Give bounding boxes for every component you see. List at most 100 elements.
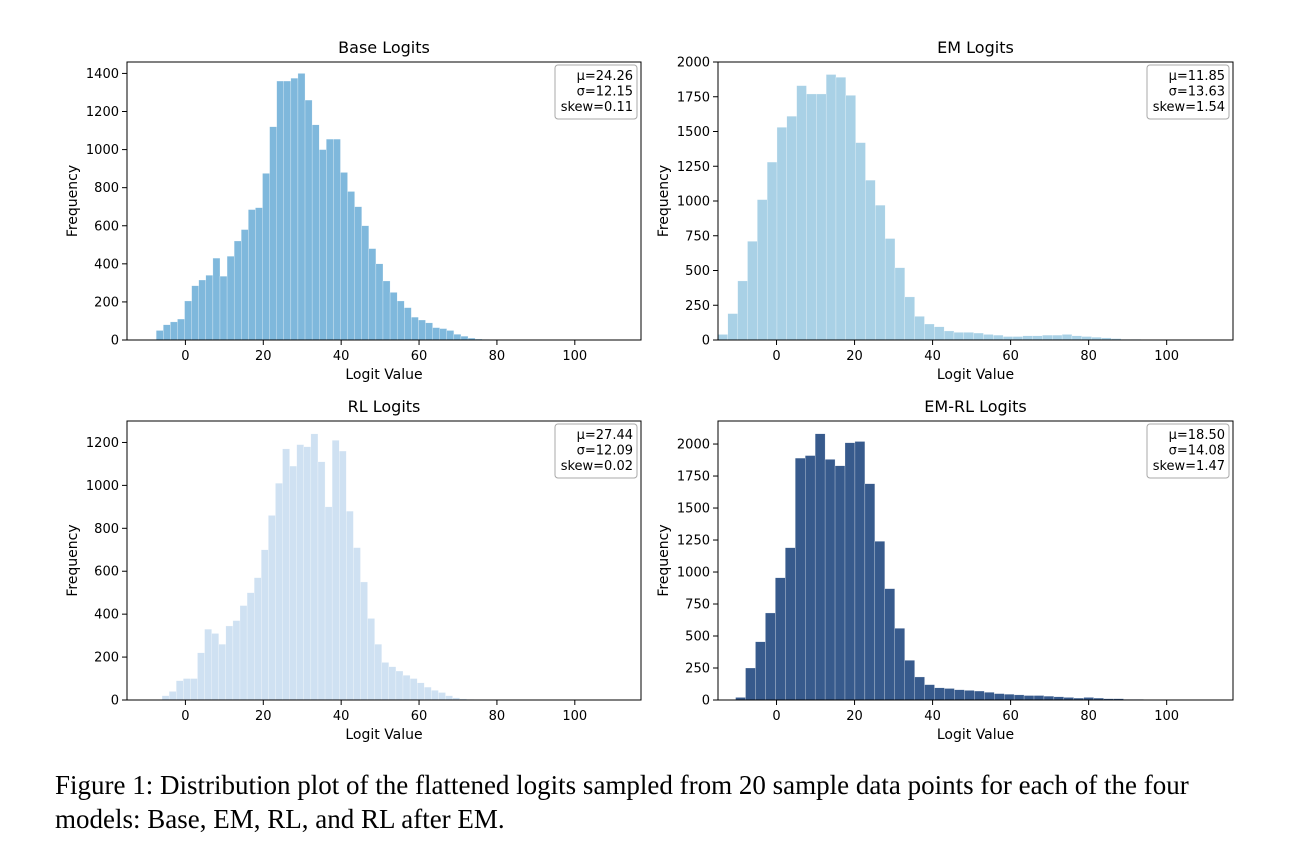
- histogram-bar: [737, 280, 748, 341]
- y-tick-label: 800: [94, 181, 119, 196]
- histogram-bar: [894, 628, 905, 701]
- chart-em-rl-logits: 0 20 40 60 80 1000250500750100012501500175020…: [656, 397, 1234, 743]
- y-tick-label: 200: [94, 651, 119, 666]
- stats-box: [1146, 423, 1230, 479]
- histogram-bar: [814, 433, 826, 701]
- histogram-bar: [993, 334, 1004, 341]
- y-tick-label: 0: [702, 334, 710, 349]
- histogram-bar: [1052, 334, 1063, 341]
- histogram-bar: [1012, 336, 1023, 341]
- x-tick-label: 80: [1080, 349, 1097, 364]
- histogram-bar: [984, 692, 995, 701]
- histogram-bar: [765, 612, 776, 701]
- histogram-bar: [974, 690, 985, 701]
- stats-line: skew=1.47: [1153, 459, 1225, 474]
- histogram-bar: [795, 457, 806, 701]
- y-axis-label: Frequency: [656, 524, 672, 596]
- histogram-bar: [776, 127, 787, 341]
- histogram-bar: [226, 256, 235, 341]
- stats-box: [554, 423, 638, 479]
- histogram-bar: [1023, 695, 1035, 701]
- x-tick-label: 60: [1002, 709, 1019, 724]
- axes-frame: [717, 420, 1234, 701]
- histogram-bar: [156, 330, 164, 341]
- x-tick-label: 20: [255, 349, 272, 364]
- histogram-bar: [282, 448, 290, 701]
- y-tick-label: 0: [702, 694, 710, 709]
- histogram-bar: [183, 678, 191, 701]
- chart-title: RL Logits: [348, 397, 421, 416]
- chart-title: EM Logits: [937, 38, 1014, 57]
- axes-frame: [126, 420, 642, 701]
- histogram-bar: [417, 682, 425, 701]
- x-tick-label: 0: [181, 709, 189, 724]
- histogram-bar: [1043, 695, 1055, 701]
- y-tick-label: 2000: [677, 438, 710, 453]
- x-tick-label: 60: [411, 349, 428, 364]
- histogram-bar: [824, 459, 836, 701]
- histogram-bar: [161, 695, 170, 701]
- histogram-bar: [844, 442, 856, 701]
- histogram-bar: [834, 465, 846, 701]
- histogram-bar: [904, 296, 915, 341]
- figure-caption: Figure 1: Distribution plot of the flatt…: [55, 770, 1189, 834]
- histogram-bar: [884, 238, 896, 341]
- histogram-bar: [757, 199, 768, 341]
- histogram-bar: [297, 73, 306, 341]
- stats-box: [1146, 64, 1230, 120]
- histogram-bar: [994, 693, 1005, 701]
- histogram-bar: [204, 629, 212, 701]
- histogram-bar: [745, 667, 756, 701]
- stats-line: μ=18.50: [1169, 428, 1225, 443]
- histogram-bar: [211, 633, 219, 701]
- x-tick-label: 20: [255, 709, 272, 724]
- histogram-bar: [269, 126, 277, 341]
- histogram-bar: [409, 678, 418, 701]
- y-axis-label: Frequency: [656, 165, 672, 237]
- histogram-bar: [375, 263, 384, 341]
- histogram-bar: [717, 334, 729, 341]
- histogram-bar: [261, 549, 269, 701]
- histogram-bar: [1033, 695, 1045, 701]
- histogram-bar: [232, 620, 241, 701]
- histogram-bar: [904, 660, 915, 701]
- histogram-bar: [855, 142, 866, 341]
- histogram-bar: [1071, 335, 1082, 341]
- histogram-bar: [411, 316, 419, 341]
- histogram-bar: [367, 618, 375, 701]
- histogram-bar: [1002, 336, 1014, 341]
- histogram-bar: [389, 292, 398, 341]
- histogram-bar: [239, 605, 248, 701]
- histogram-bar: [402, 675, 411, 701]
- x-tick-label: 40: [924, 349, 941, 364]
- histogram-bar: [198, 279, 206, 341]
- histogram-bar: [1032, 335, 1043, 341]
- histogram-bar: [914, 676, 925, 701]
- y-tick-label: 1200: [86, 436, 119, 451]
- y-tick-label: 750: [685, 598, 710, 613]
- histogram-bar: [445, 695, 453, 701]
- histogram-bar: [254, 577, 262, 701]
- stats-line: skew=1.54: [1153, 100, 1225, 115]
- histogram-bar: [1042, 334, 1053, 341]
- y-axis-label: Frequency: [65, 524, 81, 596]
- histogram-bar: [170, 321, 178, 341]
- chart-title: EM-RL Logits: [924, 397, 1026, 416]
- x-axis-label: Logit Value: [937, 727, 1014, 743]
- stats-line: σ=12.09: [577, 444, 633, 459]
- histogram-bar: [276, 80, 284, 341]
- histogram-bar: [954, 689, 965, 701]
- histogram-bar: [453, 334, 462, 341]
- stats-line: μ=24.26: [577, 69, 633, 84]
- histogram-bar: [944, 688, 955, 701]
- histogram-bar: [894, 267, 905, 341]
- histogram-bar: [289, 465, 297, 701]
- histogram-bar: [983, 334, 994, 341]
- y-tick-label: 2000: [677, 56, 710, 71]
- histogram-bar: [864, 483, 876, 701]
- histogram-bar: [439, 328, 447, 341]
- y-tick-label: 600: [94, 565, 119, 580]
- histogram-bar: [1061, 334, 1073, 341]
- histogram-bar: [275, 483, 283, 701]
- x-tick-label: 100: [1154, 709, 1179, 724]
